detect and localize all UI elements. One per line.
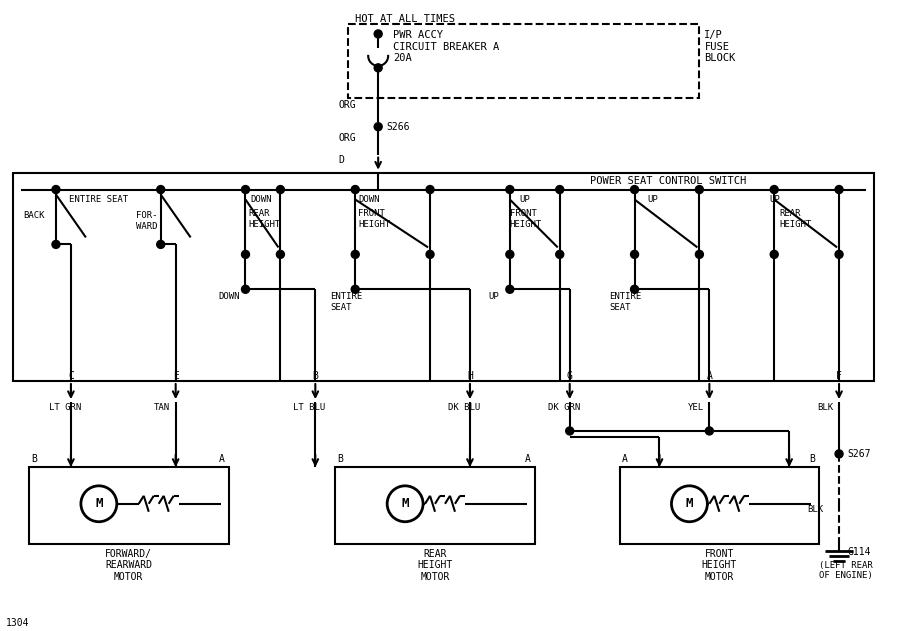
Circle shape: [631, 285, 638, 293]
Circle shape: [387, 486, 423, 522]
Circle shape: [374, 30, 382, 38]
Text: REAR
HEIGHT: REAR HEIGHT: [248, 209, 281, 229]
Circle shape: [276, 186, 284, 194]
Text: B: B: [312, 371, 319, 381]
Bar: [14, 173, 874, 381]
Text: G: G: [567, 371, 572, 381]
Bar: [336, 467, 535, 544]
Circle shape: [631, 251, 638, 258]
Text: E: E: [173, 371, 178, 381]
Circle shape: [52, 186, 60, 194]
Text: LT GRN: LT GRN: [49, 403, 81, 412]
Text: BLK: BLK: [807, 505, 824, 514]
Text: DK GRN: DK GRN: [548, 403, 580, 412]
Text: ORG: ORG: [338, 133, 356, 143]
Circle shape: [671, 486, 707, 522]
Bar: [29, 467, 229, 544]
Text: REAR
HEIGHT
MOTOR: REAR HEIGHT MOTOR: [418, 549, 453, 582]
Text: S267: S267: [847, 449, 870, 459]
Circle shape: [374, 64, 382, 72]
Text: A: A: [706, 371, 712, 381]
Text: M: M: [686, 497, 693, 510]
Circle shape: [506, 186, 514, 194]
Circle shape: [374, 122, 382, 131]
Circle shape: [706, 427, 714, 435]
Circle shape: [835, 251, 843, 258]
Circle shape: [351, 285, 359, 293]
Text: BACK: BACK: [23, 211, 44, 220]
Circle shape: [241, 285, 249, 293]
Text: ENTIRE SEAT: ENTIRE SEAT: [69, 194, 128, 204]
Text: DOWN: DOWN: [250, 194, 272, 204]
Circle shape: [52, 240, 60, 249]
Text: DOWN: DOWN: [358, 194, 380, 204]
Circle shape: [835, 186, 843, 194]
Circle shape: [276, 251, 284, 258]
Text: I/P
FUSE
BLOCK: I/P FUSE BLOCK: [705, 30, 735, 63]
Text: DOWN: DOWN: [219, 292, 240, 301]
Text: UP: UP: [770, 194, 780, 204]
Bar: [619, 467, 819, 544]
Text: UP: UP: [488, 292, 499, 301]
Circle shape: [241, 251, 249, 258]
Text: BLK: BLK: [817, 403, 833, 412]
Text: PWR ACCY
CIRCUIT BREAKER A
20A: PWR ACCY CIRCUIT BREAKER A 20A: [393, 30, 500, 63]
Circle shape: [835, 450, 843, 458]
Circle shape: [555, 186, 563, 194]
Circle shape: [566, 427, 573, 435]
Text: LT BLU: LT BLU: [293, 403, 326, 412]
Text: F: F: [836, 371, 842, 381]
Text: D: D: [338, 155, 344, 165]
Circle shape: [426, 186, 434, 194]
Circle shape: [770, 251, 778, 258]
Text: TAN: TAN: [154, 403, 170, 412]
Text: REAR
HEIGHT: REAR HEIGHT: [779, 209, 812, 229]
Text: (LEFT REAR
OF ENGINE): (LEFT REAR OF ENGINE): [819, 560, 873, 580]
Text: 1304: 1304: [6, 618, 30, 628]
Circle shape: [351, 251, 359, 258]
Circle shape: [555, 251, 563, 258]
Circle shape: [241, 186, 249, 194]
Circle shape: [506, 285, 514, 293]
Circle shape: [696, 251, 704, 258]
Circle shape: [157, 186, 165, 194]
Circle shape: [157, 240, 165, 249]
Text: S266: S266: [386, 122, 410, 132]
Text: A: A: [622, 454, 627, 464]
Bar: [348, 24, 699, 98]
Text: H: H: [467, 371, 472, 381]
Text: ORG: ORG: [338, 100, 356, 110]
Circle shape: [506, 251, 514, 258]
Text: G114: G114: [847, 546, 870, 557]
Circle shape: [81, 486, 117, 522]
Circle shape: [351, 186, 359, 194]
Circle shape: [426, 251, 434, 258]
Text: FRONT
HEIGHT
MOTOR: FRONT HEIGHT MOTOR: [702, 549, 737, 582]
Text: ENTIRE
SEAT: ENTIRE SEAT: [330, 292, 363, 312]
Text: M: M: [95, 497, 103, 510]
Circle shape: [696, 186, 704, 194]
Text: UP: UP: [520, 194, 531, 204]
Text: B: B: [31, 454, 37, 464]
Text: FORWARD/
REARWARD
MOTOR: FORWARD/ REARWARD MOTOR: [105, 549, 152, 582]
Text: B: B: [338, 454, 343, 464]
Text: C: C: [68, 371, 74, 381]
Text: YEL: YEL: [688, 403, 704, 412]
Text: FRONT
HEIGHT: FRONT HEIGHT: [510, 209, 542, 229]
Text: HOT AT ALL TIMES: HOT AT ALL TIMES: [356, 14, 455, 24]
Text: FRONT
HEIGHT: FRONT HEIGHT: [358, 209, 391, 229]
Text: A: A: [525, 454, 531, 464]
Text: UP: UP: [647, 194, 658, 204]
Circle shape: [770, 186, 778, 194]
Text: DK BLU: DK BLU: [448, 403, 481, 412]
Text: B: B: [809, 454, 815, 464]
Text: FOR-
WARD: FOR- WARD: [136, 211, 158, 231]
Circle shape: [631, 186, 638, 194]
Text: POWER SEAT CONTROL SWITCH: POWER SEAT CONTROL SWITCH: [590, 175, 746, 186]
Text: ENTIRE
SEAT: ENTIRE SEAT: [609, 292, 642, 312]
Text: M: M: [401, 497, 409, 510]
Text: A: A: [219, 454, 224, 464]
